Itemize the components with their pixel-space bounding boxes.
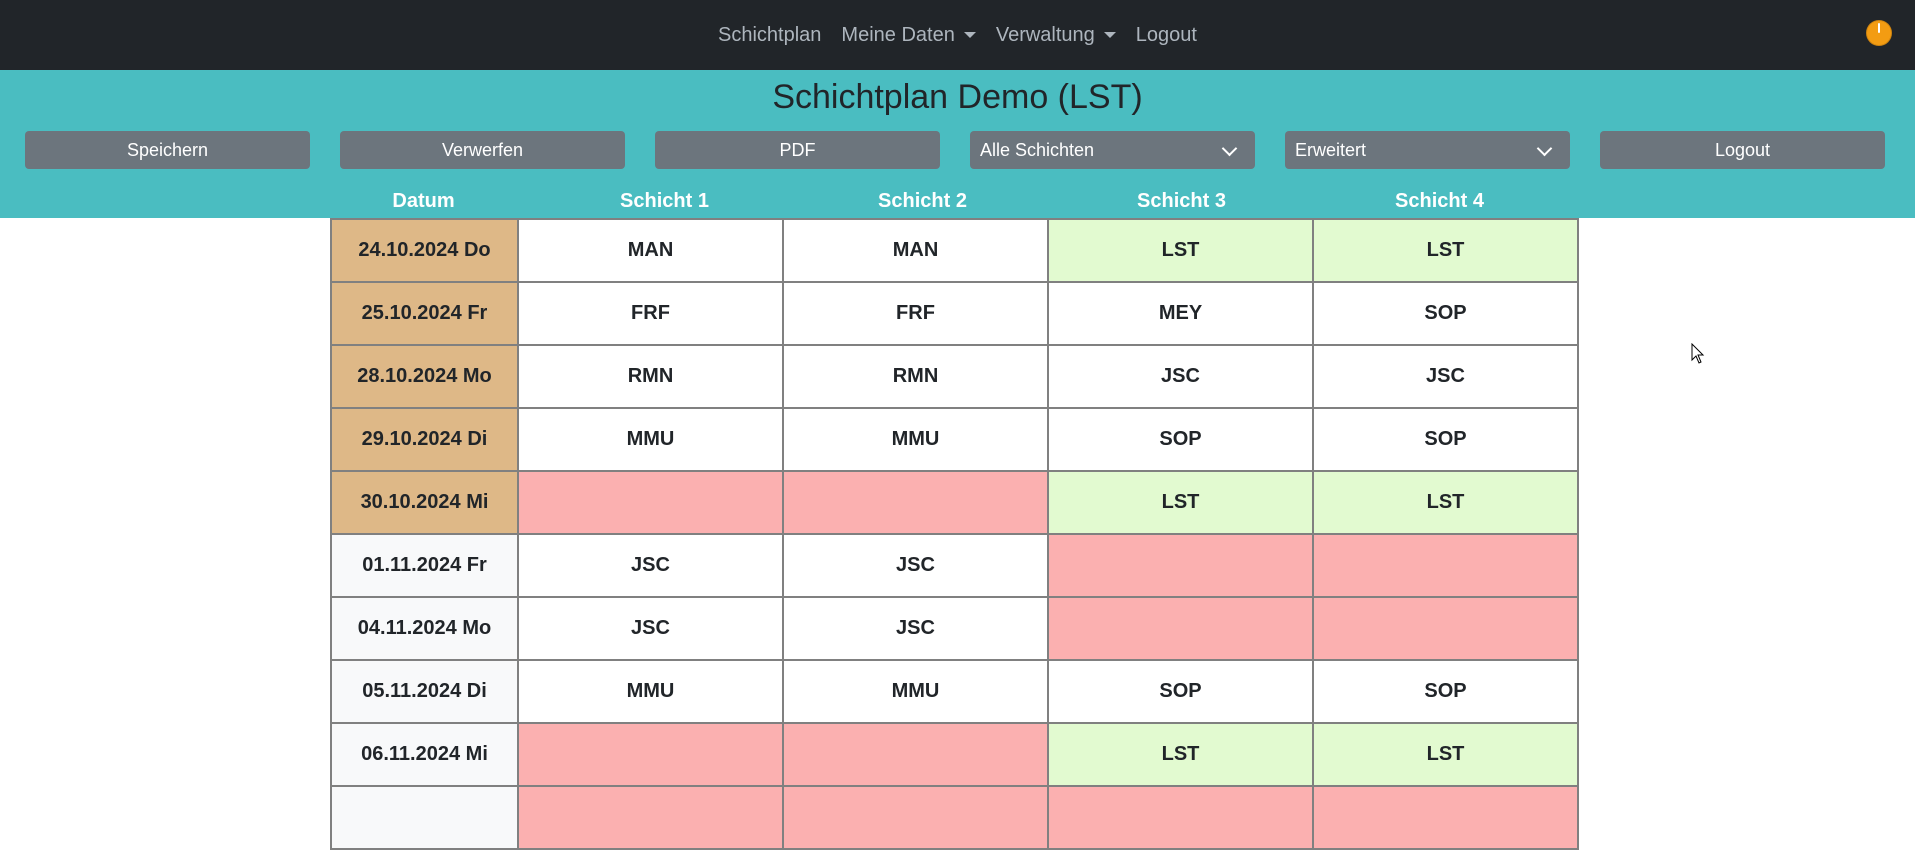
schedule-table: 24.10.2024 Do MAN MAN LST LST 25.10.2024…: [330, 218, 1579, 850]
shift-cell[interactable]: [782, 785, 1049, 850]
column-header-shift-3: Schicht 3: [1137, 190, 1226, 212]
shift-filter-value: Alle Schichten: [980, 139, 1095, 160]
date-cell: [330, 785, 519, 850]
table-column-headers: Datum Schicht 1 Schicht 2 Schicht 3 Schi…: [0, 188, 1915, 218]
shift-cell[interactable]: LST: [1047, 218, 1314, 283]
shift-cell[interactable]: FRF: [517, 281, 784, 346]
date-cell: 29.10.2024 Di: [330, 407, 519, 472]
nav-verwaltung-label: Verwaltung: [995, 23, 1095, 46]
shift-cell[interactable]: [1312, 596, 1579, 661]
table-row: 04.11.2024 Mo JSC JSC: [330, 596, 1579, 661]
nav-logout-label: Logout: [1135, 23, 1197, 46]
shift-cell[interactable]: [517, 470, 784, 535]
toolbar: Speichern Verwerfen PDF Alle Schichten E…: [25, 131, 1885, 169]
date-cell: 28.10.2024 Mo: [330, 344, 519, 409]
date-cell: 04.11.2024 Mo: [330, 596, 519, 661]
shift-cell[interactable]: SOP: [1312, 659, 1579, 724]
shift-cell[interactable]: LST: [1047, 722, 1314, 787]
shift-cell[interactable]: JSC: [782, 533, 1049, 598]
logout-button[interactable]: Logout: [1600, 131, 1885, 169]
shift-cell[interactable]: [1312, 533, 1579, 598]
shift-cell[interactable]: MMU: [517, 659, 784, 724]
shift-cell[interactable]: SOP: [1312, 281, 1579, 346]
shift-cell[interactable]: SOP: [1047, 407, 1314, 472]
shift-cell[interactable]: SOP: [1047, 659, 1314, 724]
nav-schichtplan-link[interactable]: Schichtplan: [708, 24, 831, 47]
shift-cell[interactable]: [782, 722, 1049, 787]
date-cell: 06.11.2024 Mi: [330, 722, 519, 787]
pdf-button[interactable]: PDF: [655, 131, 940, 169]
nav-meine-daten-dropdown[interactable]: Meine Daten: [831, 24, 985, 47]
table-row: 28.10.2024 Mo RMN RMN JSC JSC: [330, 344, 1579, 409]
column-header-shift-4: Schicht 4: [1395, 190, 1484, 212]
date-cell: 24.10.2024 Do: [330, 218, 519, 283]
column-header-date: Datum: [392, 190, 455, 212]
shift-cell[interactable]: JSC: [517, 596, 784, 661]
shift-cell[interactable]: MMU: [517, 407, 784, 472]
shift-cell[interactable]: [517, 785, 784, 850]
discard-button[interactable]: Verwerfen: [340, 131, 625, 169]
shift-cell[interactable]: RMN: [517, 344, 784, 409]
table-row: 05.11.2024 Di MMU MMU SOP SOP: [330, 659, 1579, 724]
shift-cell[interactable]: JSC: [517, 533, 784, 598]
shift-cell[interactable]: SOP: [1312, 407, 1579, 472]
nav-schichtplan-label: Schichtplan: [718, 23, 822, 46]
top-navbar: Schichtplan Meine Daten Verwaltung Logou…: [0, 0, 1915, 70]
power-status-icon[interactable]: [1866, 20, 1892, 46]
table-row: [330, 785, 1579, 850]
shift-cell[interactable]: [1047, 533, 1314, 598]
nav-verwaltung-dropdown[interactable]: Verwaltung: [986, 24, 1126, 47]
save-button[interactable]: Speichern: [25, 131, 310, 169]
shift-cell[interactable]: LST: [1312, 470, 1579, 535]
shift-cell[interactable]: [782, 470, 1049, 535]
shift-cell[interactable]: [517, 722, 784, 787]
mouse-cursor-icon: [1691, 343, 1705, 364]
date-cell: 05.11.2024 Di: [330, 659, 519, 724]
column-header-shift-2: Schicht 2: [878, 190, 967, 212]
shift-cell[interactable]: FRF: [782, 281, 1049, 346]
shift-cell[interactable]: JSC: [1047, 344, 1314, 409]
date-cell: 30.10.2024 Mi: [330, 470, 519, 535]
shift-cell[interactable]: LST: [1312, 722, 1579, 787]
shift-cell[interactable]: [1047, 785, 1314, 850]
shift-cell[interactable]: MAN: [517, 218, 784, 283]
nav-logout-link[interactable]: Logout: [1126, 24, 1207, 47]
table-row: 06.11.2024 Mi LST LST: [330, 722, 1579, 787]
shift-cell[interactable]: JSC: [1312, 344, 1579, 409]
table-row: 24.10.2024 Do MAN MAN LST LST: [330, 218, 1579, 283]
shift-cell[interactable]: MMU: [782, 407, 1049, 472]
mode-select-value: Erweitert: [1295, 139, 1367, 160]
nav-meine-daten-label: Meine Daten: [841, 23, 955, 46]
shift-cell[interactable]: [1047, 596, 1314, 661]
chevron-down-icon: [1536, 140, 1553, 157]
caret-down-icon: [1103, 32, 1116, 38]
shift-cell[interactable]: MAN: [782, 218, 1049, 283]
shift-cell[interactable]: [1312, 785, 1579, 850]
page-header: Schichtplan Demo (LST) Speichern Verwerf…: [0, 70, 1915, 218]
table-row: 30.10.2024 Mi LST LST: [330, 470, 1579, 535]
shift-cell[interactable]: RMN: [782, 344, 1049, 409]
shift-cell[interactable]: JSC: [782, 596, 1049, 661]
page-title: Schichtplan Demo (LST): [772, 78, 1143, 116]
table-row: 01.11.2024 Fr JSC JSC: [330, 533, 1579, 598]
caret-down-icon: [963, 32, 976, 38]
date-cell: 25.10.2024 Fr: [330, 281, 519, 346]
shift-cell[interactable]: MMU: [782, 659, 1049, 724]
shift-cell[interactable]: LST: [1047, 470, 1314, 535]
chevron-down-icon: [1221, 140, 1238, 157]
date-cell: 01.11.2024 Fr: [330, 533, 519, 598]
column-header-shift-1: Schicht 1: [620, 190, 709, 212]
shift-cell[interactable]: LST: [1312, 218, 1579, 283]
mode-select[interactable]: Erweitert: [1285, 131, 1570, 169]
shift-cell[interactable]: MEY: [1047, 281, 1314, 346]
nav-menu: Schichtplan Meine Daten Verwaltung Logou…: [708, 24, 1207, 47]
table-row: 29.10.2024 Di MMU MMU SOP SOP: [330, 407, 1579, 472]
table-row: 25.10.2024 Fr FRF FRF MEY SOP: [330, 281, 1579, 346]
shift-filter-select[interactable]: Alle Schichten: [970, 131, 1255, 169]
